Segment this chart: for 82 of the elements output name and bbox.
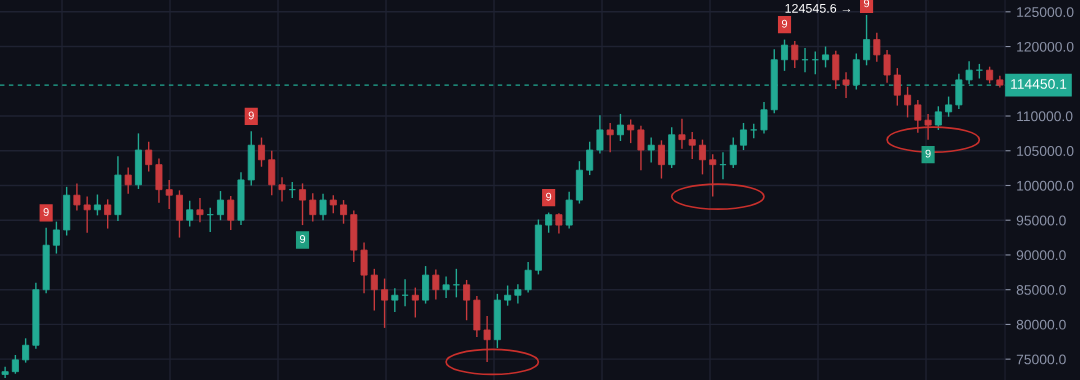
annotation: 9 [248,111,254,120]
y-tick-label: 80000.0 [1016,319,1066,330]
candlestick [124,166,132,195]
candlestick [698,138,706,176]
candlestick [791,40,799,69]
candlestick [463,279,471,321]
candlestick [606,122,614,153]
candlestick [504,284,512,307]
candlestick [411,286,419,319]
candlestick [22,337,30,364]
candlestick [904,86,912,119]
candlestick [934,105,942,131]
candlestick [299,182,307,226]
y-tick-label: 90000.0 [1016,250,1066,261]
candlestick [278,176,286,203]
annotation: 9 [43,208,49,216]
y-tick-label: 85000.0 [1016,285,1066,295]
candlestick [93,193,101,217]
candlestick [709,153,717,198]
y-tick-label: 120000.0 [1017,41,1074,52]
candlestick [555,212,563,235]
candlestick [11,354,19,375]
candlestick [258,136,265,168]
candlestick [391,287,399,313]
candlestick [596,114,604,155]
candlestick [914,99,922,134]
candlestick [873,31,881,63]
candlestick [432,268,440,301]
y-tick-label: 95000.0 [1016,215,1066,226]
candlestick [760,101,768,135]
candlestick [822,45,830,69]
annotation: 9 [781,19,788,28]
candlestick [616,113,624,142]
y-tick-label: 75000.0 [1016,354,1066,365]
annotation: 9 [546,192,552,201]
candlestick [945,95,953,118]
candlestick [73,182,81,212]
y-tick-label: 110000.0 [1017,111,1073,122]
candlestick [340,199,348,225]
candlestick [647,136,655,164]
candlestick [545,211,553,234]
candlestick [370,268,378,312]
annotation: 9 [863,0,870,8]
candlestick [442,275,450,299]
annotation: 124545.6 → [785,3,851,13]
candlestick [186,200,194,228]
annotation: 9 [299,235,306,243]
y-tick-label: 125000.0 [1017,7,1074,17]
candlestick [893,67,901,107]
candlestick [781,38,789,72]
candlestick [483,315,491,363]
candlestick [627,118,635,144]
candlestick [678,118,686,150]
candlestick [586,141,594,176]
candlestick [196,197,204,223]
candlestick [740,122,747,151]
candlestick [883,49,891,84]
candlestick [227,195,235,231]
candlestick [145,141,153,173]
candlestick [309,192,317,223]
candlestick [319,193,327,221]
candlestick [514,283,522,305]
candlestick [104,198,112,230]
candlestick [83,195,91,234]
candlestick [657,139,665,180]
candlestick [52,220,60,255]
candlestick [863,14,871,66]
candlestick [924,113,932,141]
candlestick [165,179,173,210]
candlestick [688,131,696,160]
candlestick [637,125,645,171]
candlestick [1,366,9,379]
annotation: 9 [925,149,931,158]
candlestick [842,71,850,99]
ref-line-label: 114450.1 [1011,78,1067,89]
y-tick-label: 100000.0 [1017,180,1074,191]
candlestick [329,194,337,214]
y-tick-label: 105000.0 [1017,146,1074,156]
candlestick [524,261,532,294]
candlestick [381,277,389,329]
candlestick [729,136,737,169]
candlestick [216,190,224,221]
